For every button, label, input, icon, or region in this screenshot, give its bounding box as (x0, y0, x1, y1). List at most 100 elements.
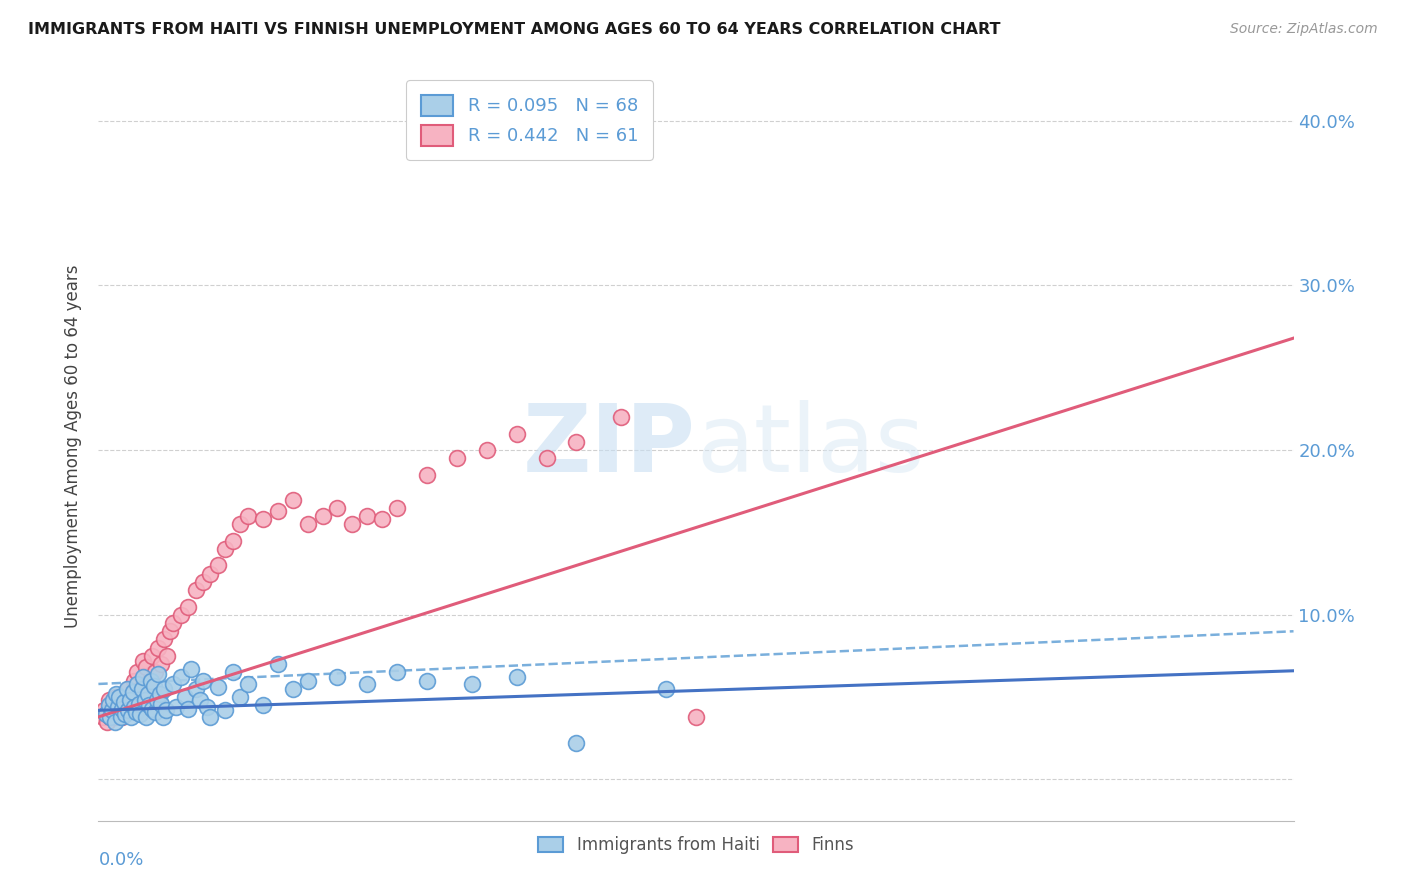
Point (416, 467, 439, 482)
Point (115, 703, 138, 717)
Point (214, 703, 236, 717)
Text: Source: ZipAtlas.com: Source: ZipAtlas.com (1230, 22, 1378, 37)
Point (155, 703, 177, 717)
Point (96, 714, 118, 729)
Point (148, 667, 170, 681)
Point (326, 670, 349, 684)
Point (138, 698, 160, 713)
Point (115, 681, 138, 696)
Point (121, 685, 143, 699)
Point (281, 492, 304, 507)
Point (124, 700, 146, 714)
Point (101, 703, 124, 717)
Point (127, 665, 149, 680)
Point (385, 665, 409, 680)
Point (159, 624, 181, 639)
Point (184, 583, 207, 598)
Point (207, 558, 229, 573)
Point (150, 657, 173, 672)
Point (98, 710, 122, 724)
Point (111, 710, 134, 724)
Point (139, 673, 162, 688)
Point (131, 681, 153, 696)
Point (125, 705, 148, 719)
Point (101, 700, 124, 714)
Point (117, 681, 139, 696)
Point (297, 673, 319, 688)
Y-axis label: Unemployment Among Ages 60 to 64 years: Unemployment Among Ages 60 to 64 years (63, 264, 82, 628)
Point (165, 700, 187, 714)
Point (107, 697, 129, 711)
Point (135, 660, 157, 674)
Point (108, 706, 131, 721)
Text: 0.0%: 0.0% (98, 851, 143, 869)
Point (124, 673, 146, 688)
Point (93, 703, 115, 717)
Point (132, 654, 155, 668)
Point (446, 451, 468, 466)
Point (297, 517, 319, 532)
Point (110, 710, 132, 724)
Point (169, 670, 191, 684)
Point (207, 680, 229, 694)
Point (141, 648, 163, 663)
Point (128, 697, 150, 711)
Point (136, 687, 159, 701)
Point (138, 677, 160, 691)
Point (94, 706, 117, 721)
Point (97, 698, 120, 713)
Point (229, 690, 252, 705)
Point (104, 710, 127, 724)
Point (91, 710, 114, 724)
Point (356, 677, 378, 691)
Point (506, 426, 529, 441)
Point (97, 693, 120, 707)
Point (114, 693, 136, 707)
Point (416, 673, 439, 688)
Text: ZIP: ZIP (523, 400, 696, 492)
Point (105, 690, 128, 705)
Point (177, 701, 200, 715)
Point (94, 706, 117, 721)
Point (108, 690, 131, 705)
Point (149, 687, 172, 701)
Point (169, 607, 191, 622)
Point (197, 700, 219, 714)
Point (267, 657, 290, 672)
Point (112, 695, 135, 709)
Point (177, 599, 200, 614)
Point (267, 504, 290, 518)
Point (120, 710, 142, 724)
Point (385, 500, 409, 515)
Point (156, 648, 179, 663)
Point (565, 434, 588, 449)
Point (129, 706, 152, 721)
Point (143, 665, 166, 680)
Point (152, 710, 174, 724)
Point (111, 701, 134, 715)
Legend: Immigrants from Haiti, Finns: Immigrants from Haiti, Finns (531, 830, 860, 861)
Point (153, 681, 176, 696)
Point (145, 693, 167, 707)
Point (461, 677, 484, 691)
Point (342, 517, 364, 532)
Point (162, 677, 184, 691)
Point (326, 500, 349, 515)
Point (134, 693, 156, 707)
Point (107, 700, 129, 714)
Point (236, 677, 259, 691)
Point (184, 681, 207, 696)
Point (536, 451, 558, 466)
Point (110, 701, 132, 715)
Point (148, 640, 170, 655)
Point (655, 681, 678, 696)
Point (114, 706, 136, 721)
Point (222, 665, 245, 680)
Point (112, 687, 135, 701)
Point (129, 681, 152, 696)
Point (311, 508, 333, 523)
Text: IMMIGRANTS FROM HAITI VS FINNISH UNEMPLOYMENT AMONG AGES 60 TO 64 YEARS CORRELAT: IMMIGRANTS FROM HAITI VS FINNISH UNEMPLO… (28, 22, 1001, 37)
Point (127, 677, 149, 691)
Point (174, 690, 197, 705)
Point (200, 566, 222, 581)
